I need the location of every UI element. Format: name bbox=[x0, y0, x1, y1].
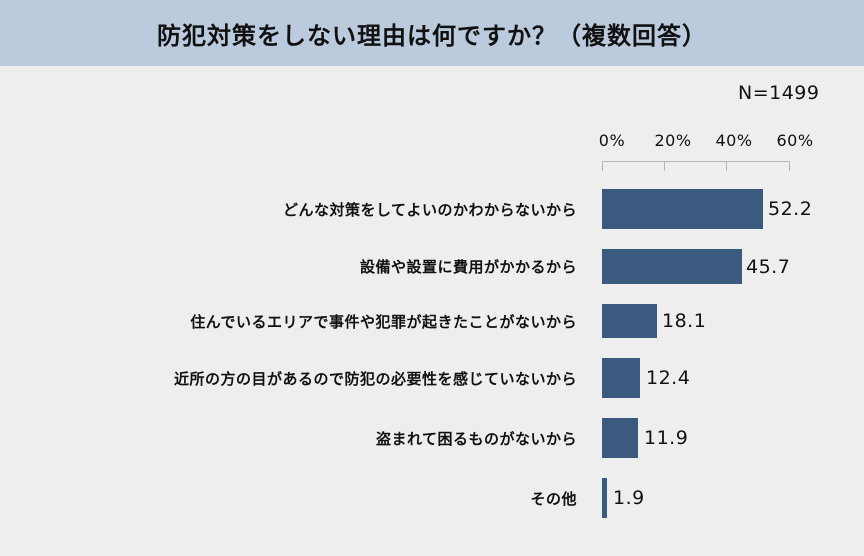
category-label: 住んでいるエリアで事件や犯罪が起きたことがないから bbox=[190, 312, 577, 331]
x-axis: 0% 20% 40% 60% bbox=[0, 0, 864, 180]
chart-header: 防犯対策をしない理由は何ですか？（複数回答） bbox=[0, 0, 864, 66]
value-label: 52.2 bbox=[768, 198, 813, 220]
bar-row: 住んでいるエリアで事件や犯罪が起きたことがないから 18.1 bbox=[0, 304, 864, 338]
category-label: 盗まれて困るものがないから bbox=[375, 429, 577, 448]
chart-title: 防犯対策をしない理由は何ですか？（複数回答） bbox=[157, 21, 707, 50]
bar-row: 盗まれて困るものがないから 11.9 bbox=[0, 418, 864, 458]
value-label: 1.9 bbox=[613, 487, 645, 509]
value-label: 45.7 bbox=[746, 255, 791, 278]
tick-label-40: 40% bbox=[715, 131, 753, 150]
tick-mark bbox=[602, 161, 603, 171]
bar-row: どんな対策をしてよいのかわからないから 52.2 bbox=[0, 189, 864, 229]
bar bbox=[602, 249, 742, 284]
value-label: 12.4 bbox=[646, 367, 691, 389]
category-label: 近所の方の目があるので防犯の必要性を感じていないから bbox=[173, 369, 577, 388]
category-label: 設備や設置に費用がかかるから bbox=[359, 258, 577, 276]
bar bbox=[602, 358, 640, 398]
bar bbox=[602, 304, 657, 338]
bar-row: 近所の方の目があるので防犯の必要性を感じていないから 12.4 bbox=[0, 358, 864, 398]
axis-line bbox=[602, 161, 790, 162]
bar-row: その他 1.9 bbox=[0, 478, 864, 518]
tick-mark bbox=[726, 161, 727, 171]
value-label: 11.9 bbox=[644, 427, 689, 449]
value-label: 18.1 bbox=[662, 310, 707, 332]
tick-label-20: 20% bbox=[654, 131, 692, 150]
bar bbox=[602, 189, 763, 229]
tick-mark bbox=[664, 161, 665, 171]
tick-mark bbox=[789, 161, 790, 171]
bar bbox=[602, 418, 638, 458]
tick-label-60: 60% bbox=[776, 131, 814, 150]
category-label: その他 bbox=[530, 489, 577, 508]
sample-size-label: N=1499 bbox=[738, 82, 820, 104]
bar-row: 設備や設置に費用がかかるから 45.7 bbox=[0, 249, 864, 284]
tick-label-0: 0% bbox=[598, 131, 626, 150]
bar bbox=[602, 478, 607, 518]
category-label: どんな対策をしてよいのかわからないから bbox=[282, 200, 577, 219]
